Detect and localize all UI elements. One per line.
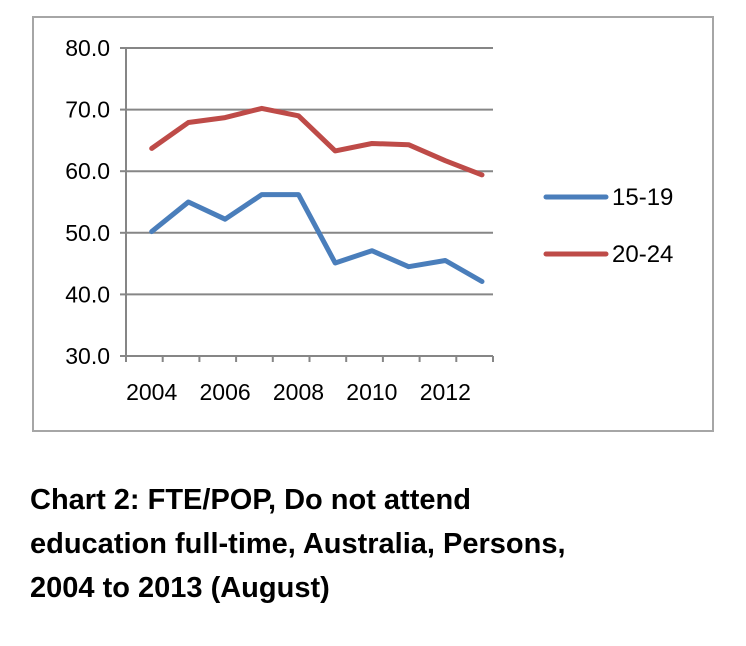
legend-label-15-19: 15-19 bbox=[612, 184, 673, 211]
series-line-15-19 bbox=[149, 192, 485, 284]
y-tick-label-2: 60.0 bbox=[65, 158, 110, 184]
legend-label-20-24: 20-24 bbox=[612, 241, 673, 268]
y-tick-label-4: 40.0 bbox=[65, 281, 110, 307]
y-tick-label-3: 50.0 bbox=[65, 220, 110, 246]
x-tick-label-2: 2008 bbox=[273, 379, 324, 405]
x-tick-label-0: 2004 bbox=[126, 379, 177, 405]
x-tick-label-4: 2012 bbox=[420, 379, 471, 405]
caption-line-3: 2004 to 2013 (August) bbox=[30, 572, 330, 604]
y-tick-label-5: 30.0 bbox=[65, 343, 110, 369]
caption-line-1: Chart 2: FTE/POP, Do not attend bbox=[30, 484, 471, 516]
x-tick-label-3: 2010 bbox=[346, 379, 397, 405]
series-line-20-24 bbox=[149, 105, 485, 178]
y-tick-label-0: 80.0 bbox=[65, 35, 110, 61]
chart-caption: Chart 2: FTE/POP, Do not attend educatio… bbox=[30, 478, 630, 610]
x-tick-label-1: 2006 bbox=[200, 379, 251, 405]
y-tick-label-1: 70.0 bbox=[65, 97, 110, 123]
caption-line-2: education full-time, Australia, Persons, bbox=[30, 528, 566, 560]
chart-frame bbox=[32, 16, 714, 432]
